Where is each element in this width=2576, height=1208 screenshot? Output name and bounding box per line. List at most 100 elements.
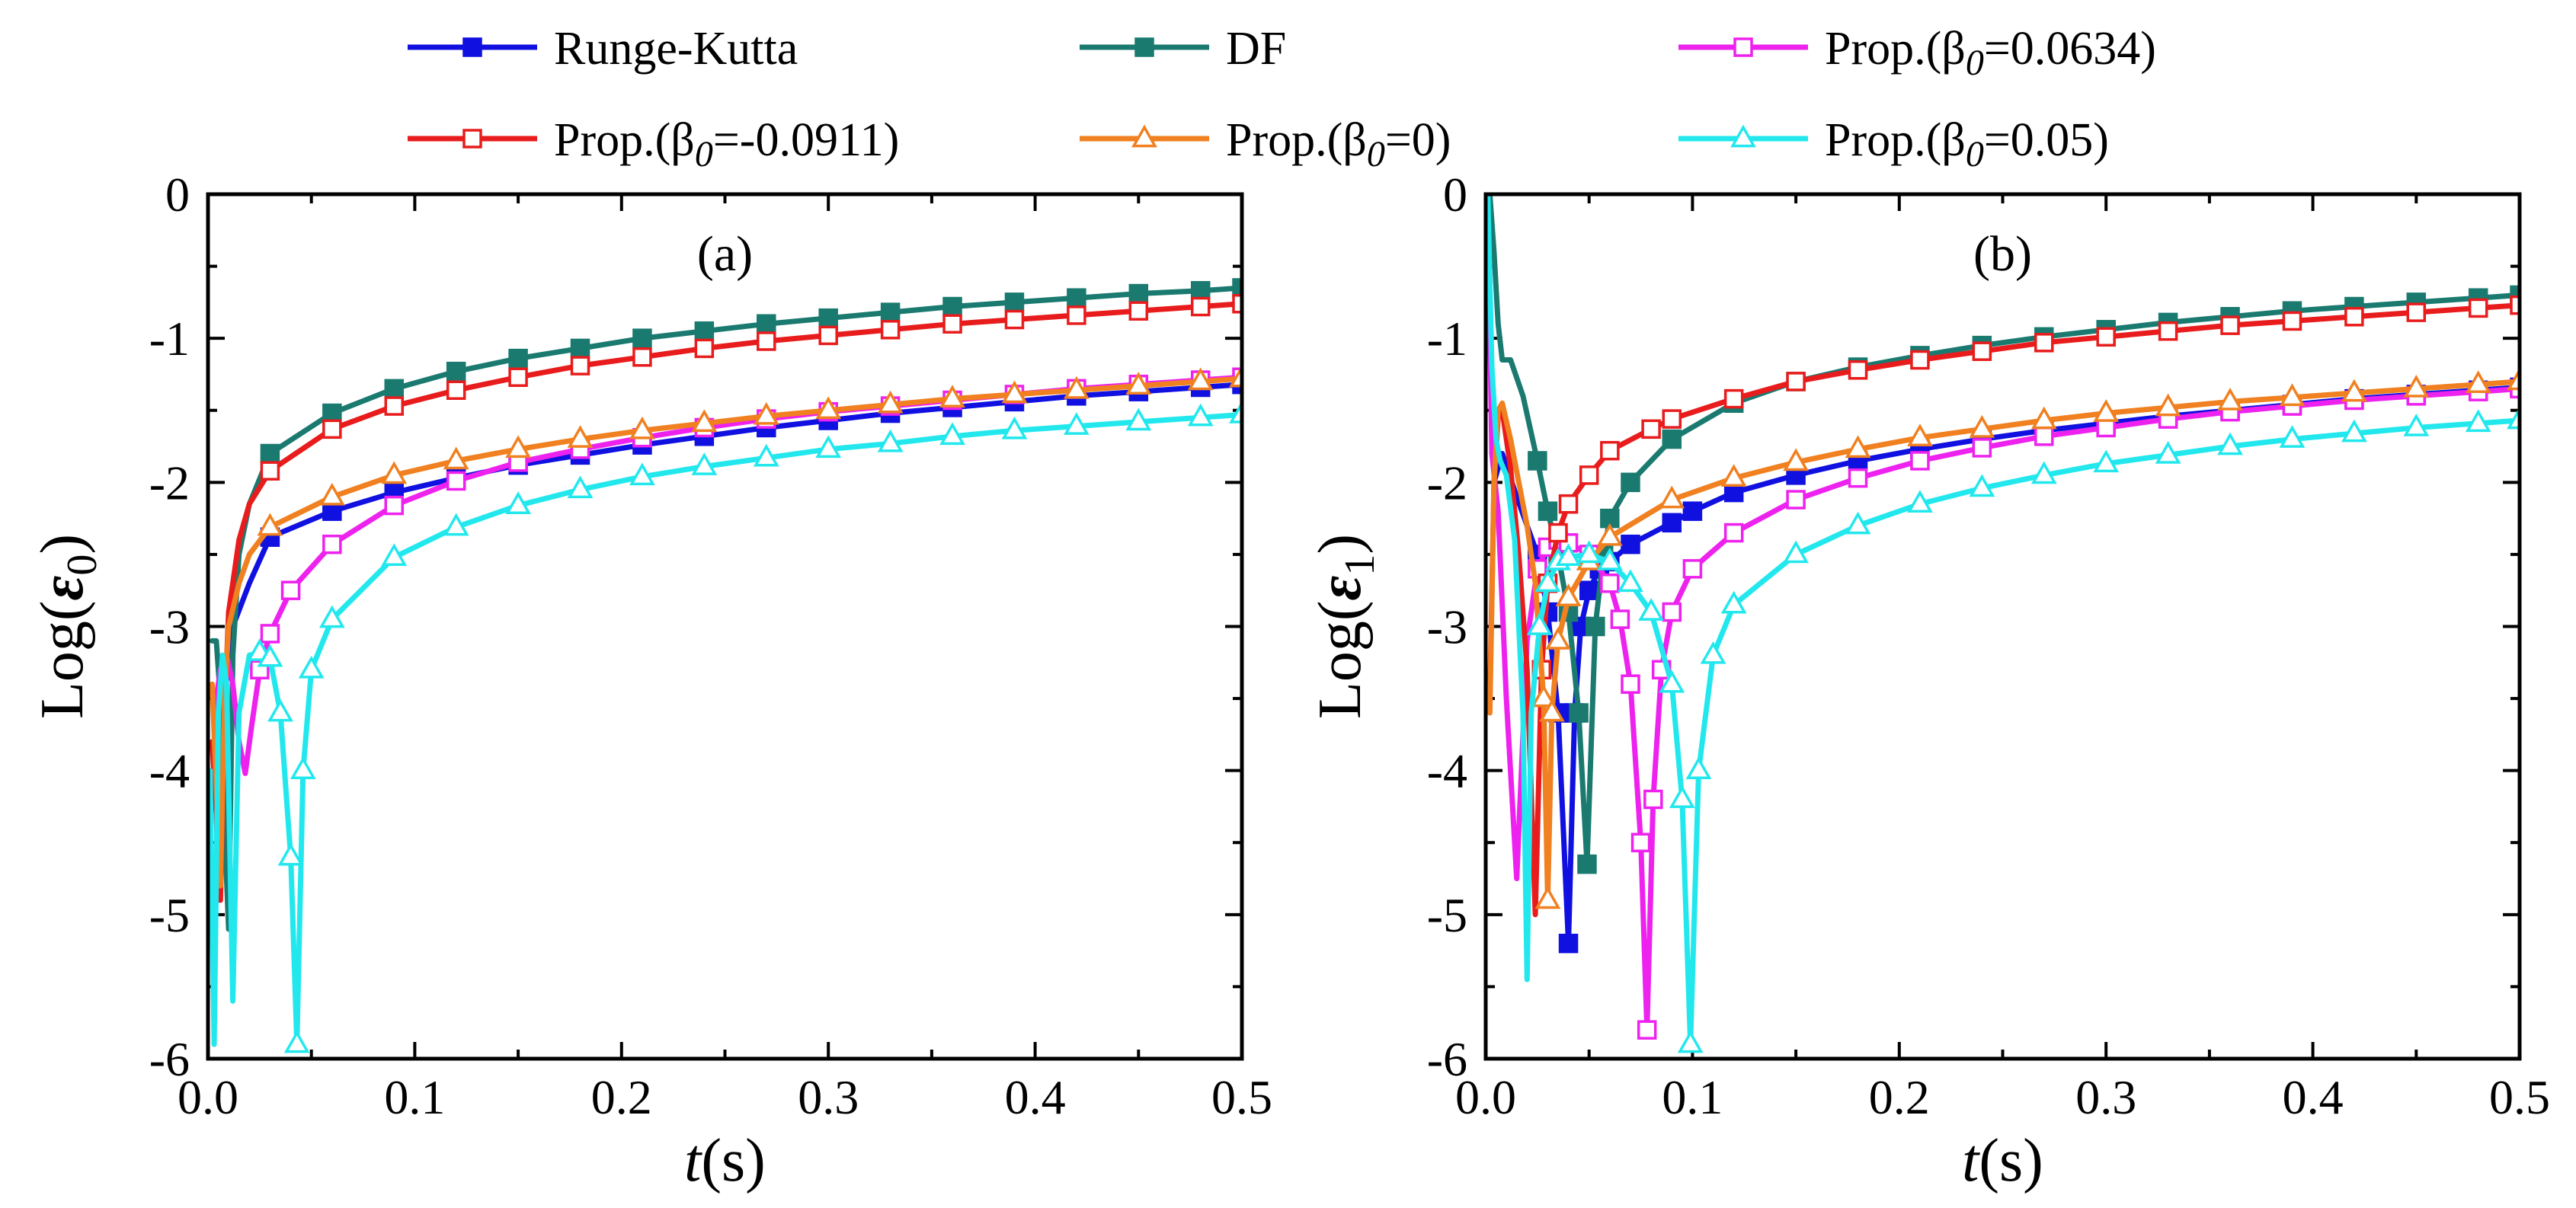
x-tick-label: 0.1 (1662, 1070, 1723, 1124)
data-point-pm0911 (818, 325, 838, 346)
data-point-p0 (2507, 367, 2520, 391)
panel-a: 0.0 0.1 0.2 0.3 0.4 0.5 0 -1 -2 -3 -4 -5 -6 (a) t(s) Lo… (29, 168, 1272, 1194)
data-point-p0 (1545, 626, 1571, 650)
data-point-pm0911 (570, 356, 590, 376)
data-point-p05 (283, 1030, 310, 1053)
data-point-pm0911 (2344, 307, 2364, 327)
data-point-p0634 (384, 495, 405, 516)
data-point-p05 (1638, 598, 1665, 621)
data-point-rk (1579, 580, 1599, 600)
data-point-p05 (1677, 1030, 1704, 1053)
ticks (1484, 193, 2521, 1060)
data-point-pm0911 (1723, 388, 1744, 409)
legend-marker (462, 37, 482, 57)
x-tick-label: 0.4 (1005, 1070, 1066, 1124)
y-tick-label: -6 (1427, 1032, 1467, 1086)
data-point-pm0911 (880, 320, 901, 340)
series-line-pm0911 (1486, 302, 2520, 918)
data-point-rk (1621, 534, 1640, 554)
data-point-p0 (1001, 380, 1028, 404)
data-point-p05 (277, 842, 304, 866)
y-axis-title: Log(ε1) (1307, 534, 1384, 719)
data-point-p0634 (1786, 490, 1806, 510)
y-tick-label: -4 (149, 744, 190, 798)
legend-item-df: DF (1080, 23, 1286, 75)
data-point-p05 (1969, 474, 1995, 497)
data-point-df (508, 348, 528, 369)
y-tick-label: -1 (149, 312, 190, 366)
series-rk (211, 374, 1242, 903)
data-point-p05 (2403, 414, 2430, 436)
legend-marker (462, 129, 482, 149)
data-point-df (1586, 616, 1605, 637)
data-point-p05 (2465, 409, 2491, 433)
series-p05 (208, 401, 1242, 1053)
data-point-p0 (877, 390, 904, 414)
data-point-p0 (2279, 383, 2306, 407)
data-point-pm0911 (1067, 305, 1086, 325)
data-point-p0 (2465, 370, 2491, 394)
data-point-pm0911 (1579, 465, 1599, 485)
data-point-p0634 (1848, 468, 1868, 488)
series-p0 (1486, 367, 2520, 909)
legend-label: Prop.(β0=-0.0911) (554, 114, 899, 174)
series-line-p0 (1486, 379, 2520, 903)
data-point-p05 (1187, 403, 1214, 427)
data-point-p05 (257, 644, 283, 667)
data-point-p05 (318, 605, 345, 628)
data-point-df (757, 314, 776, 334)
data-point-p0634 (446, 471, 466, 491)
data-point-p0 (2217, 387, 2243, 411)
ticks (206, 193, 1243, 1060)
data-point-p05 (381, 543, 408, 567)
data-point-df (1577, 854, 1597, 874)
data-point-p05 (1526, 612, 1553, 635)
data-point-p0 (443, 446, 469, 470)
data-point-p0 (1720, 464, 1747, 487)
panel-label: (a) (697, 226, 753, 282)
y-tick-label: -2 (149, 455, 190, 510)
data-point-p05 (443, 513, 469, 536)
data-point-p05 (267, 698, 293, 722)
data-point-pm0911 (2034, 333, 2054, 353)
x-axis-title: t(s) (684, 1127, 766, 1194)
data-point-p0 (1229, 364, 1242, 388)
data-point-df (2510, 285, 2520, 305)
data-point-pm0911 (1004, 309, 1025, 330)
x-tick-label: 0.2 (591, 1070, 652, 1124)
data-point-df (1569, 703, 1589, 723)
data-point-p05 (1596, 547, 1623, 570)
data-point-p0634 (1723, 523, 1744, 543)
data-point-p0634 (1682, 559, 1703, 579)
data-point-p0634 (1600, 574, 1620, 593)
series-line-df (1486, 194, 2520, 868)
data-point-p0 (1596, 523, 1623, 546)
series-p05 (1486, 194, 2520, 1053)
data-point-rk (1558, 933, 1579, 954)
series-p0634 (211, 367, 1242, 776)
data-point-pm0911 (2468, 298, 2488, 318)
data-point-p0 (1531, 684, 1557, 708)
data-point-df (632, 328, 652, 348)
y-tick-label: -3 (149, 600, 190, 654)
legend-label: Runge-Kutta (554, 23, 798, 75)
y-tick-label: 0 (165, 168, 190, 222)
data-point-p05 (567, 475, 594, 499)
data-point-p0 (2155, 393, 2181, 417)
data-point-pm0911 (508, 367, 528, 387)
data-point-p0 (1969, 414, 1995, 438)
x-tick-label: 0.1 (384, 1070, 445, 1124)
y-tick-label: -2 (1427, 455, 1467, 510)
legend-item-p05: Prop.(β0=0.05) (1678, 114, 2109, 174)
data-point-p05 (2155, 440, 2181, 464)
data-point-p0 (1063, 376, 1090, 399)
data-point-df (694, 321, 715, 341)
data-point-p0 (2403, 374, 2430, 398)
data-point-p05 (1125, 407, 1152, 431)
data-point-p0634 (1630, 832, 1651, 852)
data-point-rk (1682, 501, 1703, 521)
data-point-p05 (1555, 543, 1582, 567)
data-point-p05 (1229, 401, 1242, 423)
series-line-p05 (1486, 194, 2520, 1047)
